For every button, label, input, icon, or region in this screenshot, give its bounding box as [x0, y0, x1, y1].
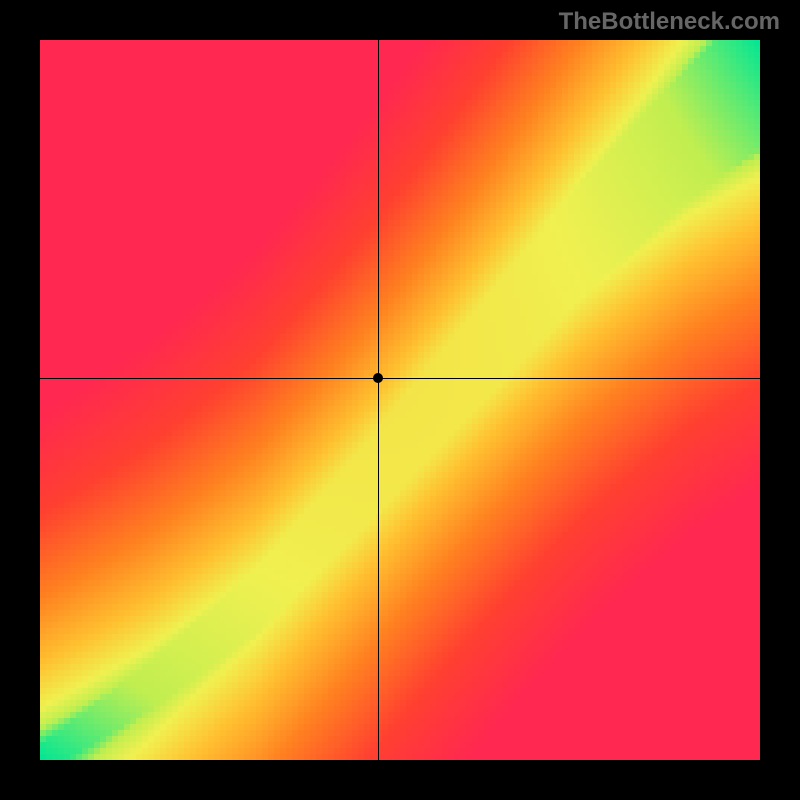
crosshair-vertical: [378, 40, 379, 760]
bottleneck-heatmap: [40, 40, 760, 760]
crosshair-horizontal: [40, 378, 760, 379]
crosshair-marker: [373, 373, 383, 383]
heatmap-canvas: [40, 40, 760, 760]
watermark-text: TheBottleneck.com: [559, 8, 780, 36]
